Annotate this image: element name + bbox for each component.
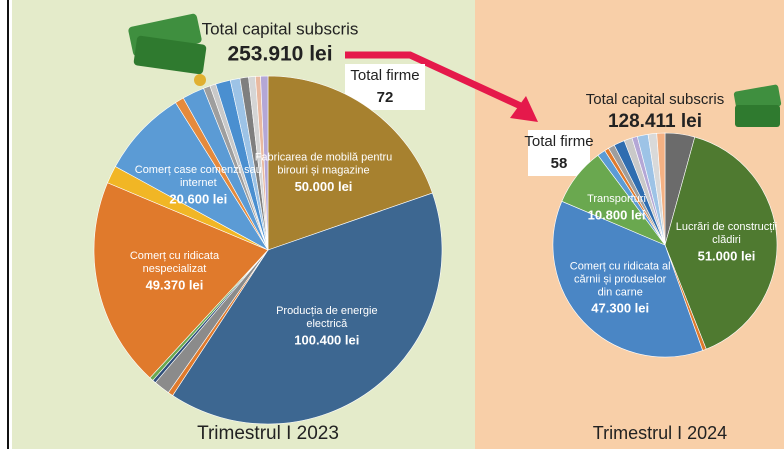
slice-value: 47.300 lei: [591, 301, 649, 316]
slice-value: 100.400 lei: [294, 332, 359, 347]
slice-value: 49.370 lei: [146, 277, 204, 292]
total-value: 253.910 lei: [227, 43, 332, 66]
slice-value: 51.000 lei: [698, 249, 756, 264]
slice-value: 20.600 lei: [169, 191, 227, 206]
slice-value: 50.000 lei: [295, 179, 353, 194]
total-value: 128.411 lei: [608, 111, 702, 132]
firms-value: 58: [551, 155, 568, 172]
total-label: Total capital subscris: [202, 19, 359, 38]
firms-label: Total firme: [524, 133, 593, 150]
chart-title: Trimestrul I 2024: [593, 423, 727, 443]
total-label: Total capital subscris: [586, 91, 724, 108]
slice-label: Transporturi: [587, 193, 646, 205]
chart-title: Trimestrul I 2023: [197, 423, 339, 444]
slice-value: 10.800 lei: [588, 207, 646, 222]
infographic: Total capital subscris 253.910 lei Total…: [0, 0, 784, 449]
firms-value: 72: [377, 89, 394, 106]
firms-label: Total firme: [350, 67, 419, 84]
